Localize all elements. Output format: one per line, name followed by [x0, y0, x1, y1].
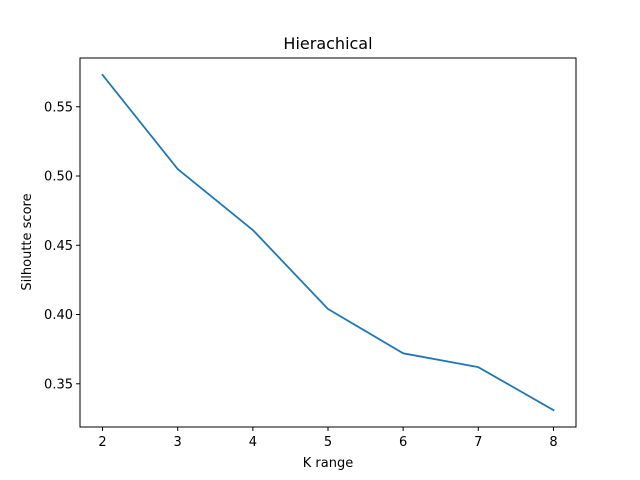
plot-area: 2 3 4 5 6 7 8 0.35 0.40 0.45 0.50 0.55 — [44, 57, 577, 450]
x-tick-label: 4 — [249, 435, 257, 450]
x-tick-label: 3 — [174, 435, 182, 450]
chart-title: Hierachical — [283, 34, 372, 53]
x-tick-label: 8 — [549, 435, 557, 450]
x-tick-label: 5 — [324, 435, 332, 450]
y-tick-label: 0.40 — [44, 308, 73, 323]
y-tick-label: 0.50 — [44, 170, 73, 185]
x-axis-label: K range — [303, 456, 353, 471]
y-tick-label: 0.55 — [44, 100, 73, 115]
x-tick-label: 7 — [474, 435, 482, 450]
y-axis-label: Silhoutte score — [20, 193, 35, 290]
x-tick-label: 2 — [98, 435, 106, 450]
x-tick-label: 6 — [399, 435, 407, 450]
y-tick-label: 0.45 — [44, 239, 73, 254]
series-line — [101, 73, 555, 412]
y-tick-label: 0.35 — [44, 377, 73, 392]
